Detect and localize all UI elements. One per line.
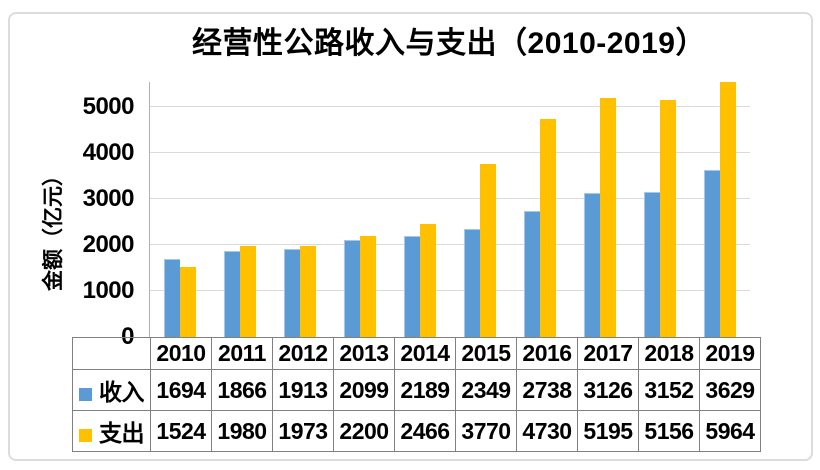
- bar-支出-2014: [420, 224, 436, 337]
- year-header-cell-2010: 2010: [150, 337, 212, 370]
- bar-支出-2019: [720, 82, 736, 337]
- value-cell-支出-2016: 4730: [516, 410, 578, 452]
- y-axis-tick-labels: 0 1000 2000 3000 4000 5000: [0, 82, 135, 350]
- year-header-cell-2019: 2019: [699, 337, 761, 370]
- table-corner-blank: [72, 337, 151, 370]
- value-cell-收入-2015: 2349: [455, 369, 517, 411]
- year-header-cell-2015: 2015: [455, 337, 517, 370]
- y-tick-label-1000: 1000: [82, 277, 135, 304]
- bar-收入-2014: [404, 236, 420, 337]
- bar-收入-2016: [524, 211, 540, 337]
- y-tick-label-4000: 4000: [82, 139, 135, 166]
- bar-支出-2015: [480, 164, 496, 337]
- bar-支出-2016: [540, 119, 556, 337]
- gridline-5000: [150, 105, 750, 107]
- bar-收入-2010: [164, 259, 180, 337]
- value-cell-支出-2013: 2200: [333, 410, 395, 452]
- y-tick-label-3000: 3000: [82, 185, 135, 212]
- gridline-4000: [150, 151, 750, 153]
- value-cell-支出-2017: 5195: [577, 410, 639, 452]
- value-cell-收入-2013: 2099: [333, 369, 395, 411]
- table-row-收入: 收入 1694 1866 1913 2099 2189 2349 2738 3126 3152 36…: [72, 369, 761, 411]
- year-header-cell-2012: 2012: [272, 337, 334, 370]
- year-header-cell-2013: 2013: [333, 337, 395, 370]
- value-cell-收入-2019: 3629: [699, 369, 761, 411]
- year-header-cell-2017: 2017: [577, 337, 639, 370]
- bar-group-2010: [150, 82, 210, 337]
- bar-支出-2011: [240, 246, 256, 337]
- plot-area: [149, 82, 750, 337]
- data-table: 2010 2011 2012 2013 2014 2015 2016 2017 2018 2019…: [72, 337, 761, 452]
- value-cell-收入-2010: 1694: [150, 369, 212, 411]
- bar-收入-2013: [344, 240, 360, 337]
- value-cell-支出-2014: 2466: [394, 410, 456, 452]
- value-cell-支出-2018: 5156: [638, 410, 700, 452]
- bar-group-2019: [690, 82, 750, 337]
- series-name: 收入: [99, 379, 145, 405]
- legend-cell-收入: 收入: [72, 369, 151, 411]
- y-tick-label-2000: 2000: [82, 231, 135, 258]
- table-row-支出: 支出 1524 1980 1973 2200 2466 3770 4730 5195 5156 59…: [72, 410, 761, 452]
- series-name: 支出: [99, 420, 145, 446]
- table-header-row: 2010 2011 2012 2013 2014 2015 2016 2017 2018 2019: [72, 337, 761, 370]
- bar-支出-2013: [360, 236, 376, 337]
- value-cell-收入-2016: 2738: [516, 369, 578, 411]
- bar-group-2012: [270, 82, 330, 337]
- legend-cell-支出: 支出: [72, 410, 151, 452]
- bar-group-2015: [450, 82, 510, 337]
- gridline-2000: [150, 243, 750, 245]
- value-cell-支出-2019: 5964: [699, 410, 761, 452]
- value-cell-支出-2010: 1524: [150, 410, 212, 452]
- value-cell-收入-2014: 2189: [394, 369, 456, 411]
- bar-支出-2012: [300, 246, 316, 337]
- bar-group-2017: [570, 82, 630, 337]
- year-header-cell-2016: 2016: [516, 337, 578, 370]
- value-cell-收入-2017: 3126: [577, 369, 639, 411]
- bar-支出-2017: [600, 98, 616, 337]
- gridline-3000: [150, 197, 750, 199]
- chart-title: 经营性公路收入与支出（2010-2019）: [192, 27, 706, 60]
- bar-收入-2012: [284, 249, 300, 337]
- value-cell-收入-2018: 3152: [638, 369, 700, 411]
- bar-收入-2017: [584, 193, 600, 337]
- year-header-cell-2014: 2014: [394, 337, 456, 370]
- legend-swatch-icon: [79, 388, 92, 401]
- value-cell-收入-2011: 1866: [211, 369, 273, 411]
- bar-group-2016: [510, 82, 570, 337]
- bar-group-2011: [210, 82, 270, 337]
- bar-收入-2019: [704, 170, 720, 337]
- bar-支出-2018: [660, 100, 676, 337]
- bar-group-2018: [630, 82, 690, 337]
- legend-swatch-icon: [79, 429, 92, 442]
- bar-支出-2010: [180, 267, 196, 337]
- bar-收入-2018: [644, 192, 660, 337]
- bar-收入-2015: [464, 229, 480, 337]
- bar-group-2014: [390, 82, 450, 337]
- year-header-cell-2018: 2018: [638, 337, 700, 370]
- year-header-cell-2011: 2011: [211, 337, 273, 370]
- gridline-1000: [150, 289, 750, 291]
- value-cell-支出-2015: 3770: [455, 410, 517, 452]
- value-cell-收入-2012: 1913: [272, 369, 334, 411]
- value-cell-支出-2011: 1980: [211, 410, 273, 452]
- bar-收入-2011: [224, 251, 240, 337]
- bar-group-2013: [330, 82, 390, 337]
- y-tick-label-5000: 5000: [82, 93, 135, 120]
- value-cell-支出-2012: 1973: [272, 410, 334, 452]
